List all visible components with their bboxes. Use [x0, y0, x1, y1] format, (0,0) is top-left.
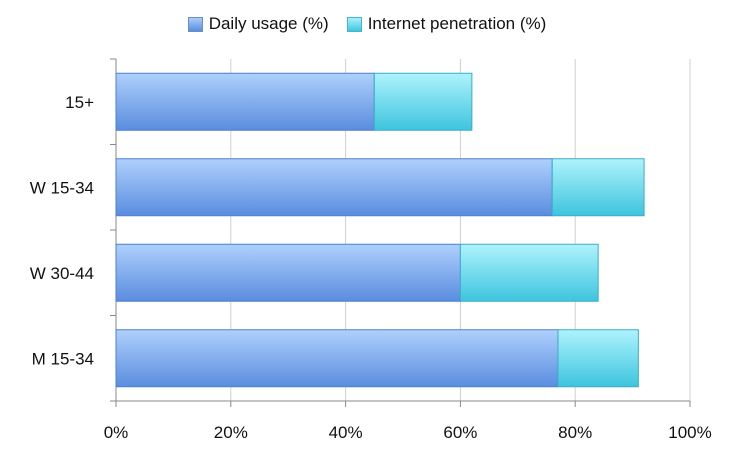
x-tick-label: 60%	[443, 423, 477, 442]
bar-daily-usage	[115, 158, 553, 217]
bar-internet-penetration	[459, 243, 599, 302]
legend-label-daily-usage: Daily usage (%)	[208, 14, 329, 33]
bar-daily-usage	[115, 329, 559, 388]
legend-swatch-daily-usage	[187, 16, 203, 32]
legend-item-daily-usage: Daily usage (%)	[187, 14, 329, 34]
x-tick-label: 100%	[668, 423, 711, 442]
bar-internet-penetration	[551, 158, 645, 217]
y-tick-label: W 15-34	[30, 178, 94, 197]
y-tick-label: 15+	[65, 93, 94, 112]
legend-item-internet-penetration: Internet penetration (%)	[346, 14, 547, 34]
bar-daily-usage	[115, 243, 461, 302]
legend-swatch-internet-penetration	[346, 16, 362, 32]
legend-label-internet-penetration: Internet penetration (%)	[367, 14, 547, 33]
x-tick-label: 80%	[558, 423, 592, 442]
bars	[115, 72, 645, 388]
y-tick-labels: 15+ W 15-34 W 30-44 M 15-34	[30, 93, 94, 369]
x-tick-labels: 0% 20% 40% 60% 80% 100%	[104, 423, 712, 442]
bar-internet-penetration	[557, 329, 639, 388]
x-tick-label: 20%	[214, 423, 248, 442]
y-tick-label: M 15-34	[32, 349, 94, 368]
bar-daily-usage	[115, 72, 375, 131]
chart-legend: Daily usage (%) Internet penetration (%)	[0, 14, 734, 34]
x-tick-label: 40%	[329, 423, 363, 442]
bar-internet-penetration	[373, 72, 473, 131]
x-tick-label: 0%	[104, 423, 129, 442]
y-tick-label: W 30-44	[30, 264, 94, 283]
